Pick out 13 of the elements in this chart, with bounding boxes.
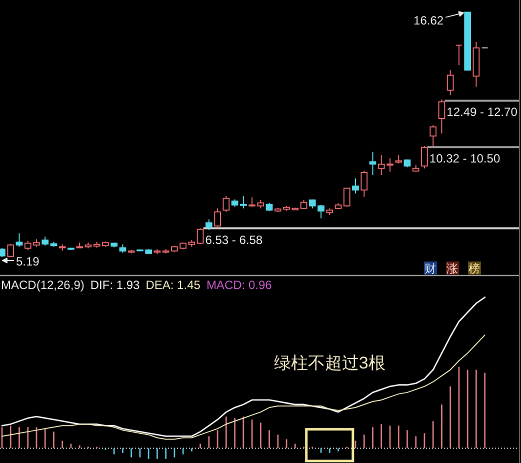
tag: 榜: [468, 262, 481, 276]
text: MACD: 0.96: [206, 278, 272, 292]
annotation: 5.19: [16, 254, 40, 268]
tag: 涨: [446, 262, 459, 276]
annotation: 绿柱不超过3根: [274, 353, 386, 372]
ref-line-label: 12.49 - 12.70: [446, 105, 518, 120]
ref-line-label: 6.53 - 6.58: [205, 232, 263, 247]
tag: 财: [424, 262, 437, 276]
ref-line-label: 10.32 - 10.50: [429, 152, 500, 166]
text: DIF: 1.93: [90, 278, 140, 292]
annotation: 16.62: [414, 13, 444, 28]
text: DEA: 1.45: [146, 278, 201, 292]
chart-title: MACD(12,26,9): [1, 278, 84, 292]
